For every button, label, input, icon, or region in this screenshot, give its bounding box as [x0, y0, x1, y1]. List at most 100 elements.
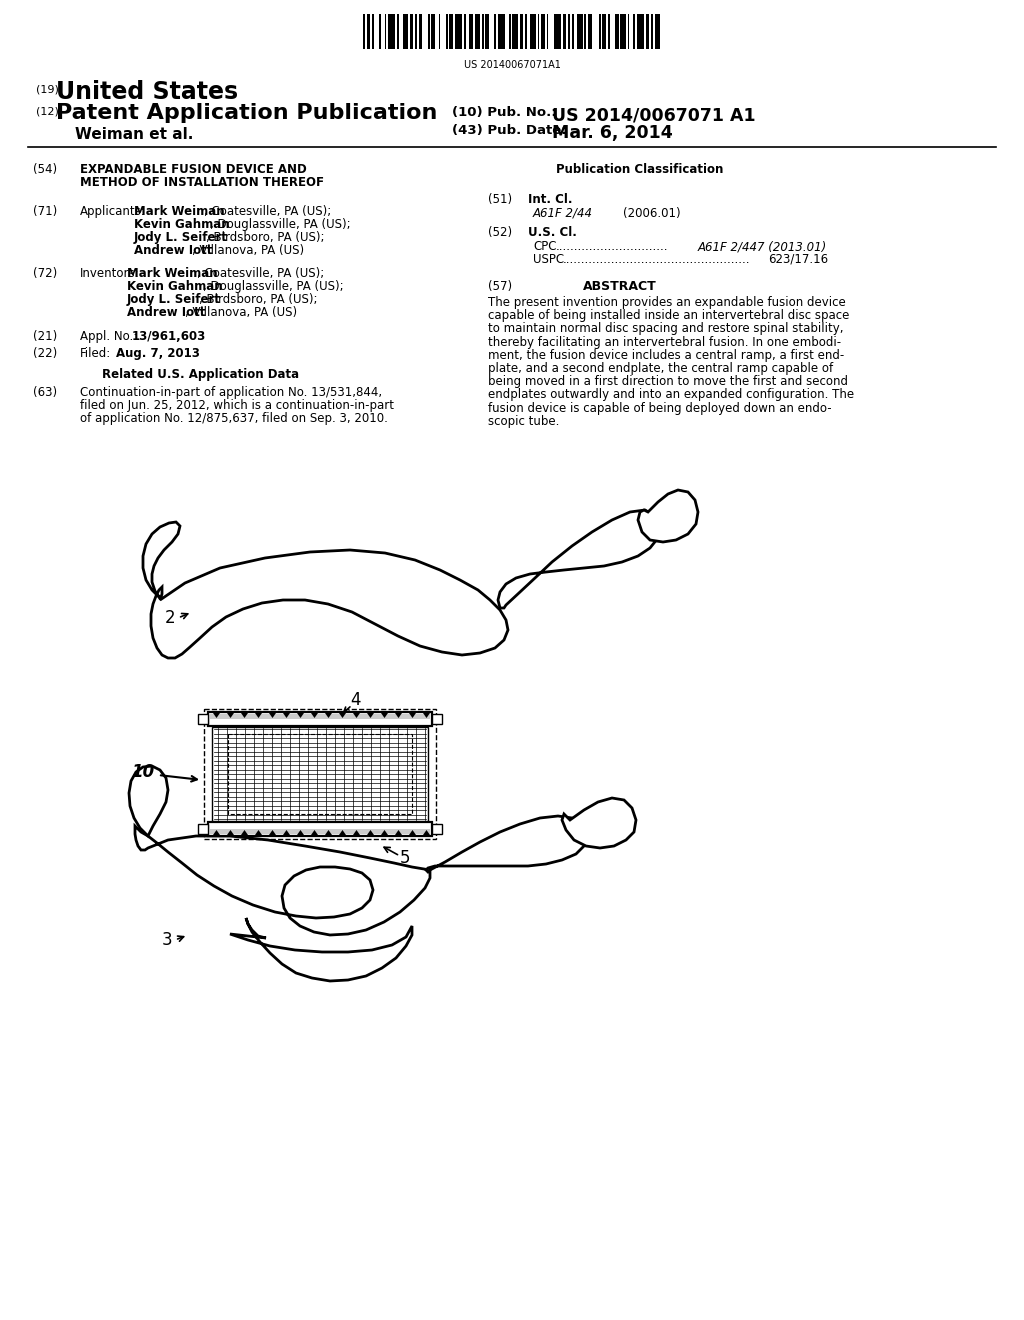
Bar [509, 15, 511, 49]
Polygon shape [409, 713, 416, 718]
Bar [464, 15, 466, 49]
Bar [210, 829, 430, 834]
Polygon shape [638, 490, 698, 543]
Bar [621, 15, 626, 49]
Bar [554, 15, 561, 49]
Polygon shape [241, 713, 248, 718]
Text: Inventors:: Inventors: [80, 267, 139, 280]
Text: endplates outwardly and into an expanded configuration. The: endplates outwardly and into an expanded… [488, 388, 854, 401]
Bar [633, 15, 635, 49]
Polygon shape [269, 830, 276, 836]
Text: US 20140067071A1: US 20140067071A1 [464, 59, 560, 70]
Bar [608, 15, 609, 49]
Bar [578, 15, 583, 49]
Polygon shape [339, 830, 346, 836]
Bar [432, 824, 442, 834]
Bar [388, 15, 395, 49]
Bar [602, 15, 606, 49]
Bar [419, 15, 423, 49]
Bar [571, 15, 573, 49]
Text: , Coatesville, PA (US);: , Coatesville, PA (US); [204, 205, 331, 218]
Polygon shape [325, 830, 332, 836]
Polygon shape [227, 713, 234, 718]
Text: EXPANDABLE FUSION DEVICE AND: EXPANDABLE FUSION DEVICE AND [80, 162, 307, 176]
Text: ..............................: .............................. [556, 240, 669, 253]
Polygon shape [213, 830, 220, 836]
Bar [628, 15, 630, 49]
Text: , Villanova, PA (US): , Villanova, PA (US) [185, 306, 297, 319]
Text: (52): (52) [488, 226, 512, 239]
Bar [530, 15, 536, 49]
Bar [637, 15, 644, 49]
Bar [547, 15, 549, 49]
Polygon shape [311, 830, 318, 836]
Polygon shape [325, 713, 332, 718]
Text: Aug. 7, 2013: Aug. 7, 2013 [116, 347, 200, 360]
Text: CPC: CPC [534, 240, 556, 253]
Text: 623/17.16: 623/17.16 [768, 253, 828, 267]
Text: Jody L. Seifert: Jody L. Seifert [134, 231, 228, 244]
Polygon shape [311, 713, 318, 718]
Bar [379, 15, 381, 49]
Bar [654, 15, 660, 49]
Text: Related U.S. Application Data: Related U.S. Application Data [102, 368, 299, 381]
Text: Filed:: Filed: [80, 347, 112, 360]
Polygon shape [213, 713, 220, 718]
Text: (71): (71) [33, 205, 57, 218]
Polygon shape [562, 799, 636, 847]
Polygon shape [135, 826, 430, 935]
Text: (51): (51) [488, 193, 512, 206]
Bar [431, 15, 435, 49]
Bar [498, 15, 505, 49]
Text: Appl. No.:: Appl. No.: [80, 330, 137, 343]
Polygon shape [297, 830, 304, 836]
Text: filed on Jun. 25, 2012, which is a continuation-in-part: filed on Jun. 25, 2012, which is a conti… [80, 399, 394, 412]
Bar [450, 15, 453, 49]
Text: (2006.01): (2006.01) [623, 207, 681, 220]
Text: Continuation-in-part of application No. 13/531,844,: Continuation-in-part of application No. … [80, 385, 382, 399]
Bar [525, 15, 526, 49]
Polygon shape [339, 713, 346, 718]
Polygon shape [353, 830, 360, 836]
Text: Publication Classification: Publication Classification [556, 162, 723, 176]
Polygon shape [151, 550, 508, 657]
Text: Kevin Gahman: Kevin Gahman [134, 218, 229, 231]
Text: (19): (19) [36, 84, 58, 94]
Polygon shape [227, 830, 234, 836]
Polygon shape [241, 830, 248, 836]
Text: A61F 2/447 (2013.01): A61F 2/447 (2013.01) [698, 240, 827, 253]
Bar [538, 15, 540, 49]
Text: plate, and a second endplate, the central ramp capable of: plate, and a second endplate, the centra… [488, 362, 834, 375]
Text: The present invention provides an expandable fusion device: The present invention provides an expand… [488, 296, 846, 309]
Text: fusion device is capable of being deployed down an endo-: fusion device is capable of being deploy… [488, 401, 831, 414]
Text: Patent Application Publication: Patent Application Publication [56, 103, 437, 123]
Text: , Coatesville, PA (US);: , Coatesville, PA (US); [197, 267, 325, 280]
Text: , Villanova, PA (US): , Villanova, PA (US) [193, 244, 304, 257]
Text: (72): (72) [33, 267, 57, 280]
Polygon shape [269, 713, 276, 718]
Text: , Birdsboro, PA (US);: , Birdsboro, PA (US); [199, 293, 317, 306]
Polygon shape [498, 510, 660, 609]
Polygon shape [426, 816, 586, 873]
Bar [415, 15, 417, 49]
Polygon shape [381, 830, 388, 836]
Text: 5: 5 [400, 849, 411, 867]
Text: 13/961,603: 13/961,603 [132, 330, 206, 343]
Bar [599, 15, 601, 49]
Text: Applicants:: Applicants: [80, 205, 145, 218]
Text: Andrew Iott: Andrew Iott [127, 306, 206, 319]
Polygon shape [255, 830, 262, 836]
Bar [358, 12, 666, 50]
Bar [212, 727, 428, 821]
Text: (12): (12) [36, 107, 58, 117]
Text: Kevin Gahman: Kevin Gahman [127, 280, 222, 293]
Text: 2: 2 [165, 609, 175, 627]
Text: , Douglassville, PA (US);: , Douglassville, PA (US); [210, 218, 350, 231]
Bar [397, 15, 399, 49]
Text: (22): (22) [33, 347, 57, 360]
Text: capable of being installed inside an intervertebral disc space: capable of being installed inside an int… [488, 309, 849, 322]
Bar [474, 15, 480, 49]
Bar [495, 15, 497, 49]
Text: Weiman et al.: Weiman et al. [75, 127, 194, 143]
Bar [402, 15, 408, 49]
